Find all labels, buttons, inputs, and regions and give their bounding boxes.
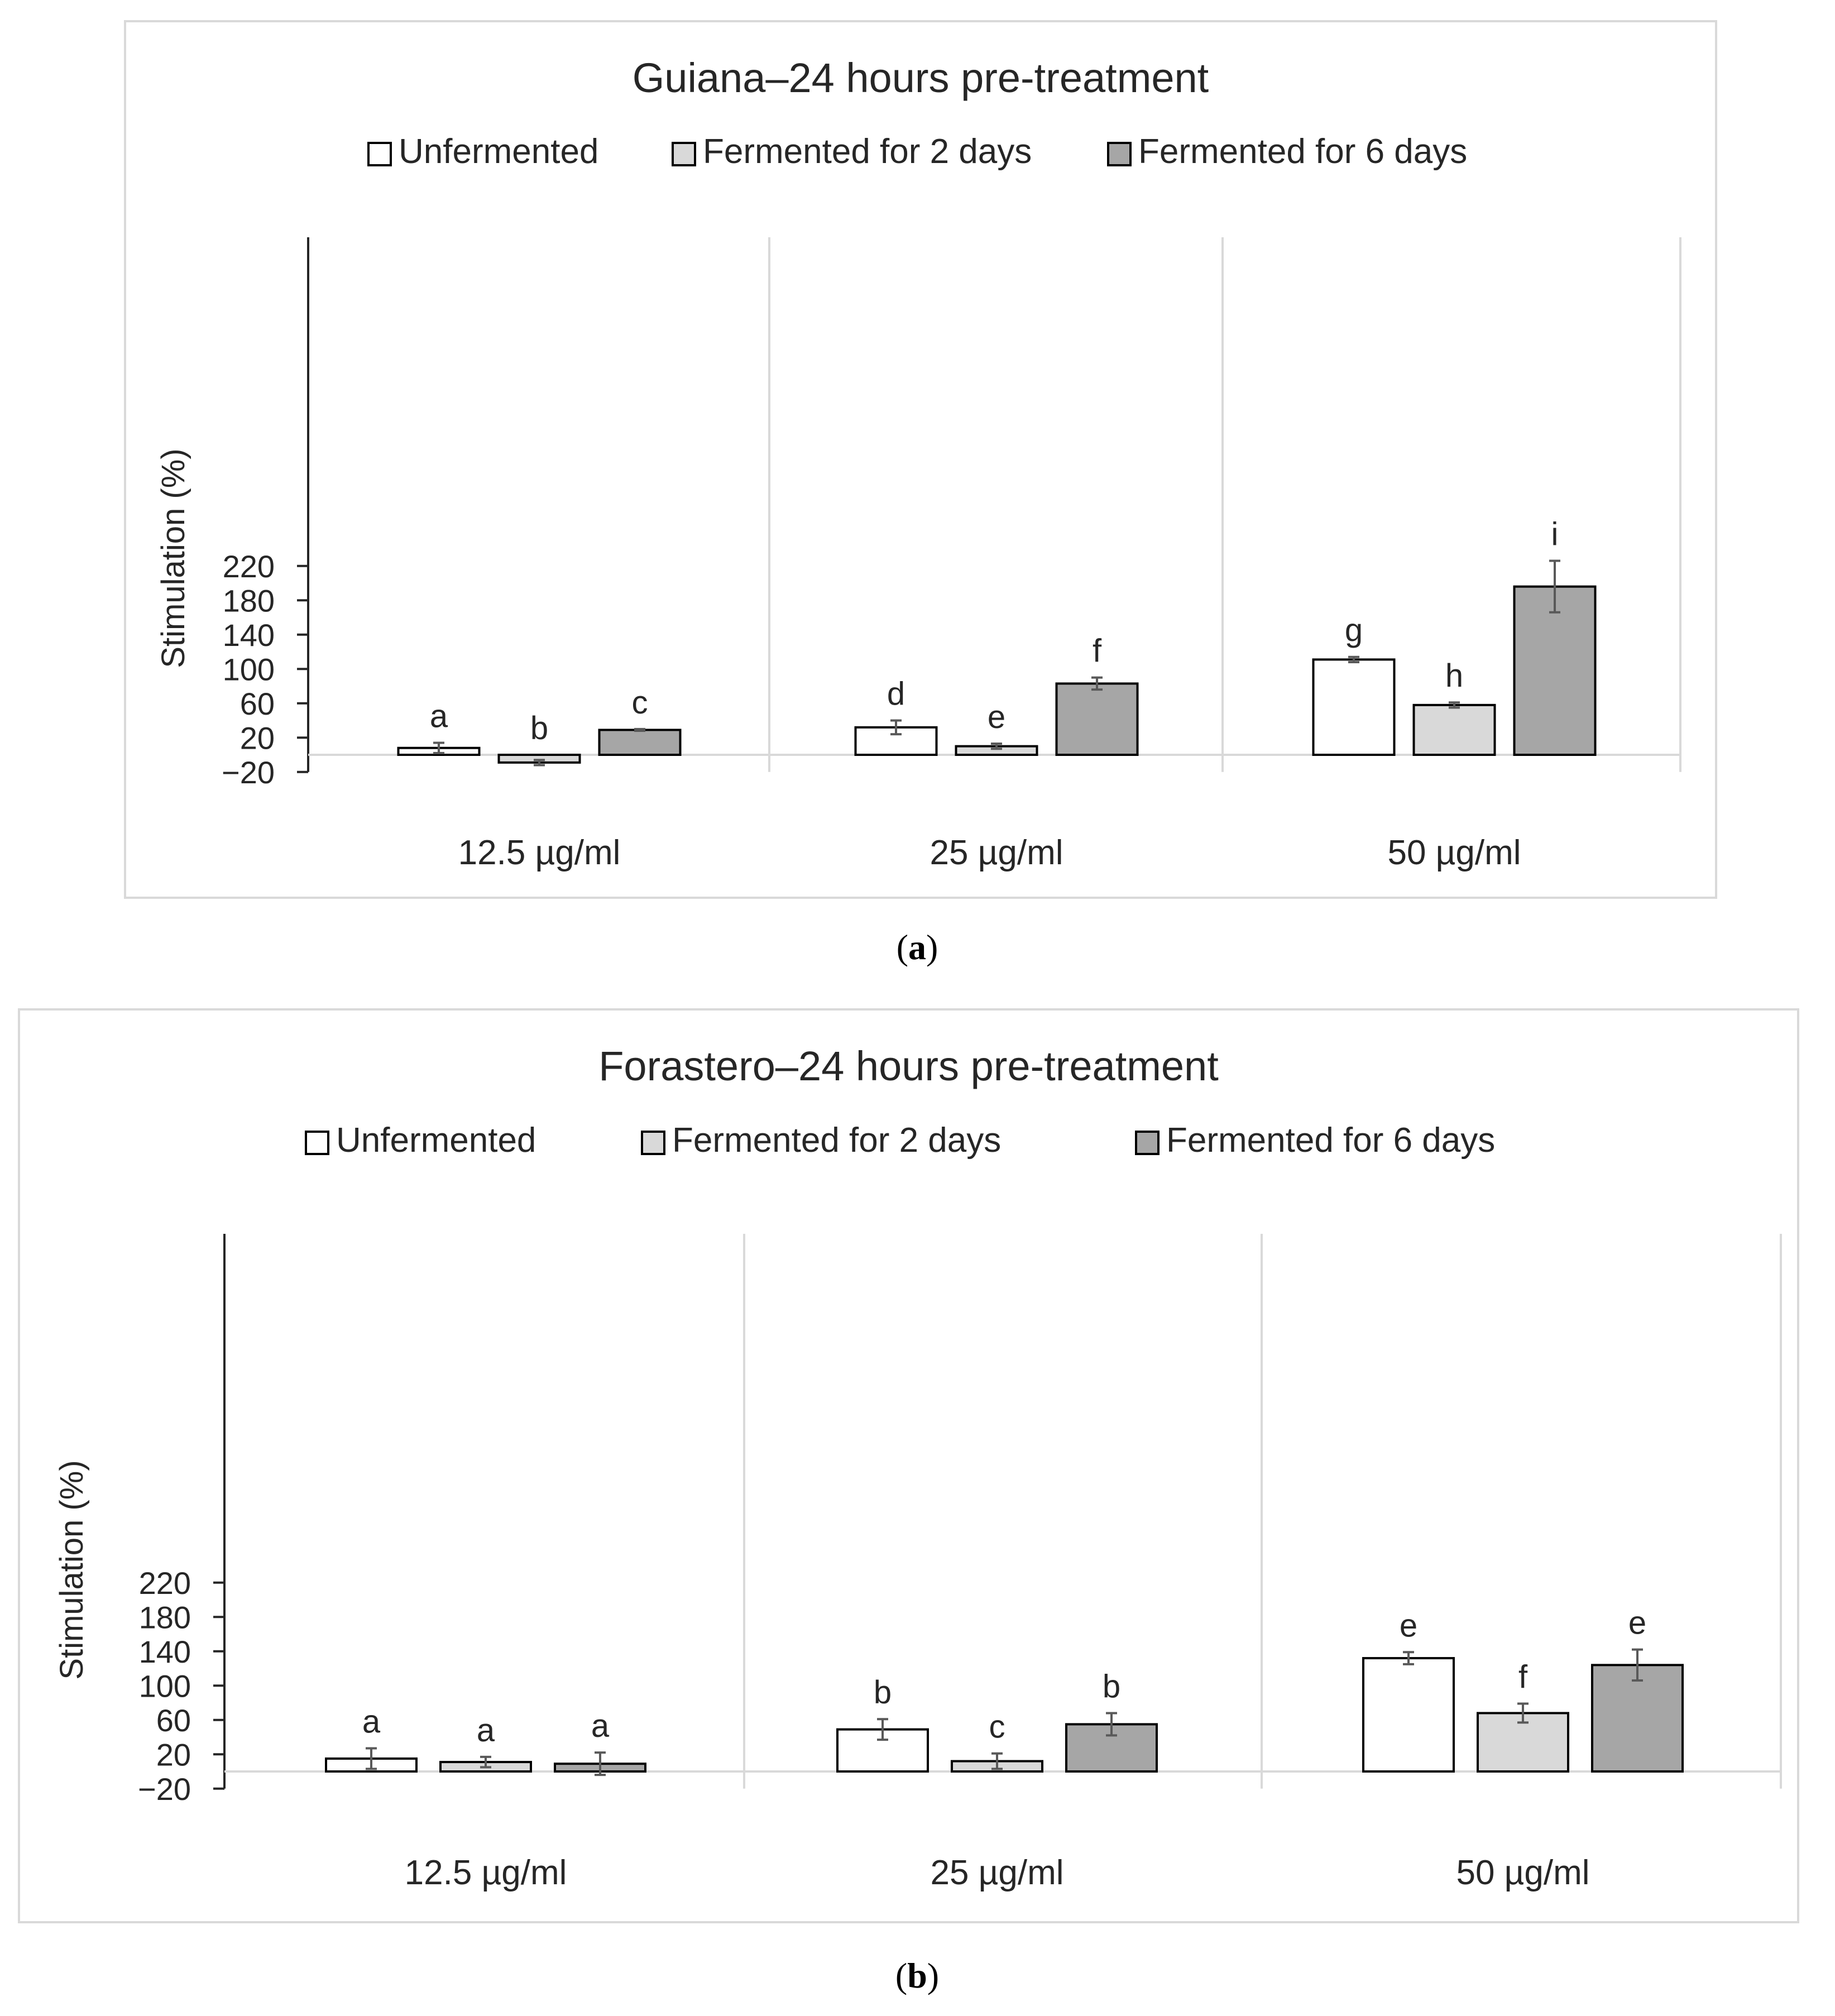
bar	[1412, 703, 1496, 756]
category-label: 50 µg/ml	[1456, 1854, 1589, 1892]
chart-a: Guiana–24 hours pre-treatment Unfermented…	[124, 20, 1717, 967]
caption-close: )	[927, 1956, 939, 1995]
bar	[1591, 1664, 1684, 1773]
bar	[1055, 682, 1139, 756]
y-tick-label: 220	[223, 549, 275, 584]
category-label: 12.5 µg/ml	[405, 1854, 567, 1892]
chart-title: Forastero–24 hours pre-treatment	[598, 1043, 1219, 1089]
significance-letter: a	[430, 698, 448, 734]
caption-open: (	[895, 1956, 907, 1995]
y-tick-label: 100	[139, 1668, 191, 1703]
significance-letter: c	[989, 1709, 1005, 1745]
bar	[1362, 1657, 1455, 1773]
significance-letter: f	[1518, 1659, 1528, 1696]
legend-label-1: Unfermented	[399, 132, 598, 171]
caption-letter: a	[908, 927, 926, 967]
category-label: 12.5 µg/ml	[458, 834, 621, 872]
y-tick-label: 20	[240, 720, 275, 755]
significance-letter: d	[887, 676, 905, 712]
y-tick-label: 60	[156, 1703, 191, 1738]
legend-label-1: Unfermented	[336, 1121, 536, 1160]
legend-label-2: Fermented for 2 days	[672, 1121, 1001, 1160]
y-tick-label: 20	[156, 1737, 191, 1772]
significance-letter: f	[1093, 633, 1102, 669]
legend-swatch-3	[1107, 142, 1132, 166]
category-label: 25 µg/ml	[930, 834, 1063, 872]
bar	[1065, 1723, 1158, 1773]
y-tick-label: 100	[223, 652, 275, 687]
y-axis-label: Stimulation (%)	[155, 448, 191, 668]
legend-swatch-1	[305, 1131, 329, 1155]
caption-letter: b	[907, 1956, 927, 1995]
significance-letter: e	[1628, 1605, 1646, 1641]
y-axis-label: Stimulation (%)	[54, 1460, 90, 1679]
category-label: 25 µg/ml	[930, 1854, 1063, 1892]
y-tick-label: 180	[139, 1600, 191, 1635]
legend-swatch-2	[672, 142, 696, 166]
significance-letter: e	[988, 699, 1005, 735]
legend-label-2: Fermented for 2 days	[703, 132, 1032, 171]
significance-letter: e	[1400, 1607, 1417, 1644]
y-tick-label: 140	[139, 1634, 191, 1669]
legend-label-3: Fermented for 6 days	[1138, 132, 1467, 171]
category-label: 50 µg/ml	[1387, 834, 1521, 872]
panel-caption: (a)	[897, 927, 938, 967]
legend-swatch-1	[367, 142, 392, 166]
legend-swatch-2	[641, 1131, 665, 1155]
legend-swatch-3	[1135, 1131, 1160, 1155]
y-tick-label: −20	[138, 1771, 191, 1807]
chart-title: Guiana–24 hours pre-treatment	[633, 55, 1209, 101]
significance-letter: b	[530, 710, 548, 746]
panel-caption: (b)	[895, 1956, 939, 1995]
y-tick-label: 60	[240, 686, 275, 721]
bar	[598, 729, 682, 756]
significance-letter: b	[1103, 1668, 1120, 1704]
y-tick-label: 220	[139, 1565, 191, 1601]
significance-letter: h	[1445, 658, 1463, 694]
chart-b: Forastero–24 hours pre-treatment Unfermen…	[18, 1008, 1799, 1995]
y-tick-label: 180	[223, 583, 275, 618]
significance-letter: c	[632, 684, 648, 721]
significance-letter: i	[1551, 516, 1559, 553]
caption-close: )	[926, 927, 938, 967]
bar	[1312, 658, 1396, 756]
caption-open: (	[897, 927, 908, 967]
legend-label-3: Fermented for 6 days	[1166, 1121, 1495, 1160]
significance-letter: b	[874, 1674, 892, 1711]
significance-letter: a	[591, 1708, 610, 1744]
significance-letter: a	[477, 1712, 495, 1749]
significance-letter: g	[1345, 612, 1363, 649]
y-tick-label: −20	[222, 755, 275, 790]
significance-letter: a	[362, 1703, 381, 1740]
y-tick-label: 140	[223, 617, 275, 653]
